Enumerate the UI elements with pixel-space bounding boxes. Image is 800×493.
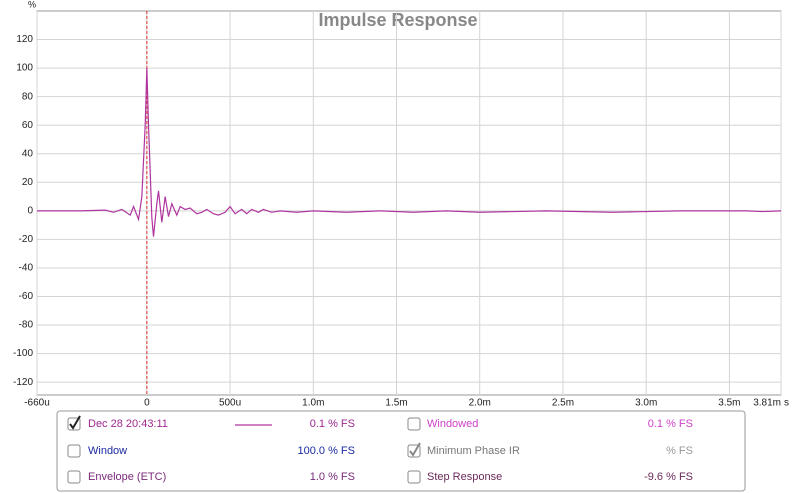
y-tick-label: 40 [22, 148, 34, 159]
x-tick-label: 2.0m [469, 398, 491, 409]
y-tick-label: 100 [16, 63, 33, 74]
y-tick-label: -20 [19, 234, 34, 245]
data-line [37, 68, 782, 237]
y-tick-label: -120 [13, 377, 33, 388]
legend-label[interactable]: Step Response [427, 471, 502, 483]
legend-label[interactable]: Window [88, 445, 127, 457]
y-tick-label: -40 [19, 263, 34, 274]
legend-value: 1.0 % FS [310, 471, 355, 483]
legend-label[interactable]: Dec 28 20:43:11 [88, 418, 168, 430]
y-tick-label: 80 [22, 91, 34, 102]
legend-label[interactable]: Envelope (ETC) [88, 471, 166, 483]
legend-panel [56, 410, 746, 492]
x-tick-label: 0 [144, 398, 150, 409]
x-tick-label: 3.0m [635, 398, 657, 409]
x-tick-label: 3.5m [718, 398, 740, 409]
y-tick-label: 120 [16, 34, 33, 45]
legend-value: % FS [666, 445, 693, 457]
legend-value: 100.0 % FS [298, 445, 355, 457]
checkbox[interactable] [67, 444, 81, 458]
x-unit: s [784, 398, 789, 409]
x-tick-label: 500u [219, 398, 241, 409]
chart-title: Impulse Response [318, 10, 477, 30]
legend-label[interactable]: Windowed [427, 418, 478, 430]
checkbox[interactable] [407, 417, 421, 431]
checkbox[interactable] [407, 470, 421, 484]
y-tick-label: 60 [22, 120, 34, 131]
legend-value: 0.1 % FS [648, 418, 693, 430]
check-mark [69, 415, 81, 430]
x-tick-label: 2.5m [552, 398, 574, 409]
x-tick-label: 3.81m [753, 398, 781, 409]
y-tick-label: -60 [19, 291, 34, 302]
plot-area [36, 10, 782, 396]
legend-label[interactable]: Minimum Phase IR [427, 445, 520, 457]
y-unit: % [28, 0, 36, 9]
x-tick-label: 1.5m [385, 398, 407, 409]
legend-value: 0.1 % FS [310, 418, 355, 430]
checkbox[interactable] [67, 470, 81, 484]
x-tick-label: 1.0m [302, 398, 324, 409]
check-mark [409, 442, 421, 457]
y-tick-label: 0 [27, 205, 33, 216]
y-tick-label: -100 [13, 348, 33, 359]
y-tick-label: -80 [19, 320, 34, 331]
x-tick-label: -660u [24, 398, 50, 409]
y-tick-label: 20 [22, 177, 34, 188]
legend-value: -9.6 % FS [644, 471, 693, 483]
